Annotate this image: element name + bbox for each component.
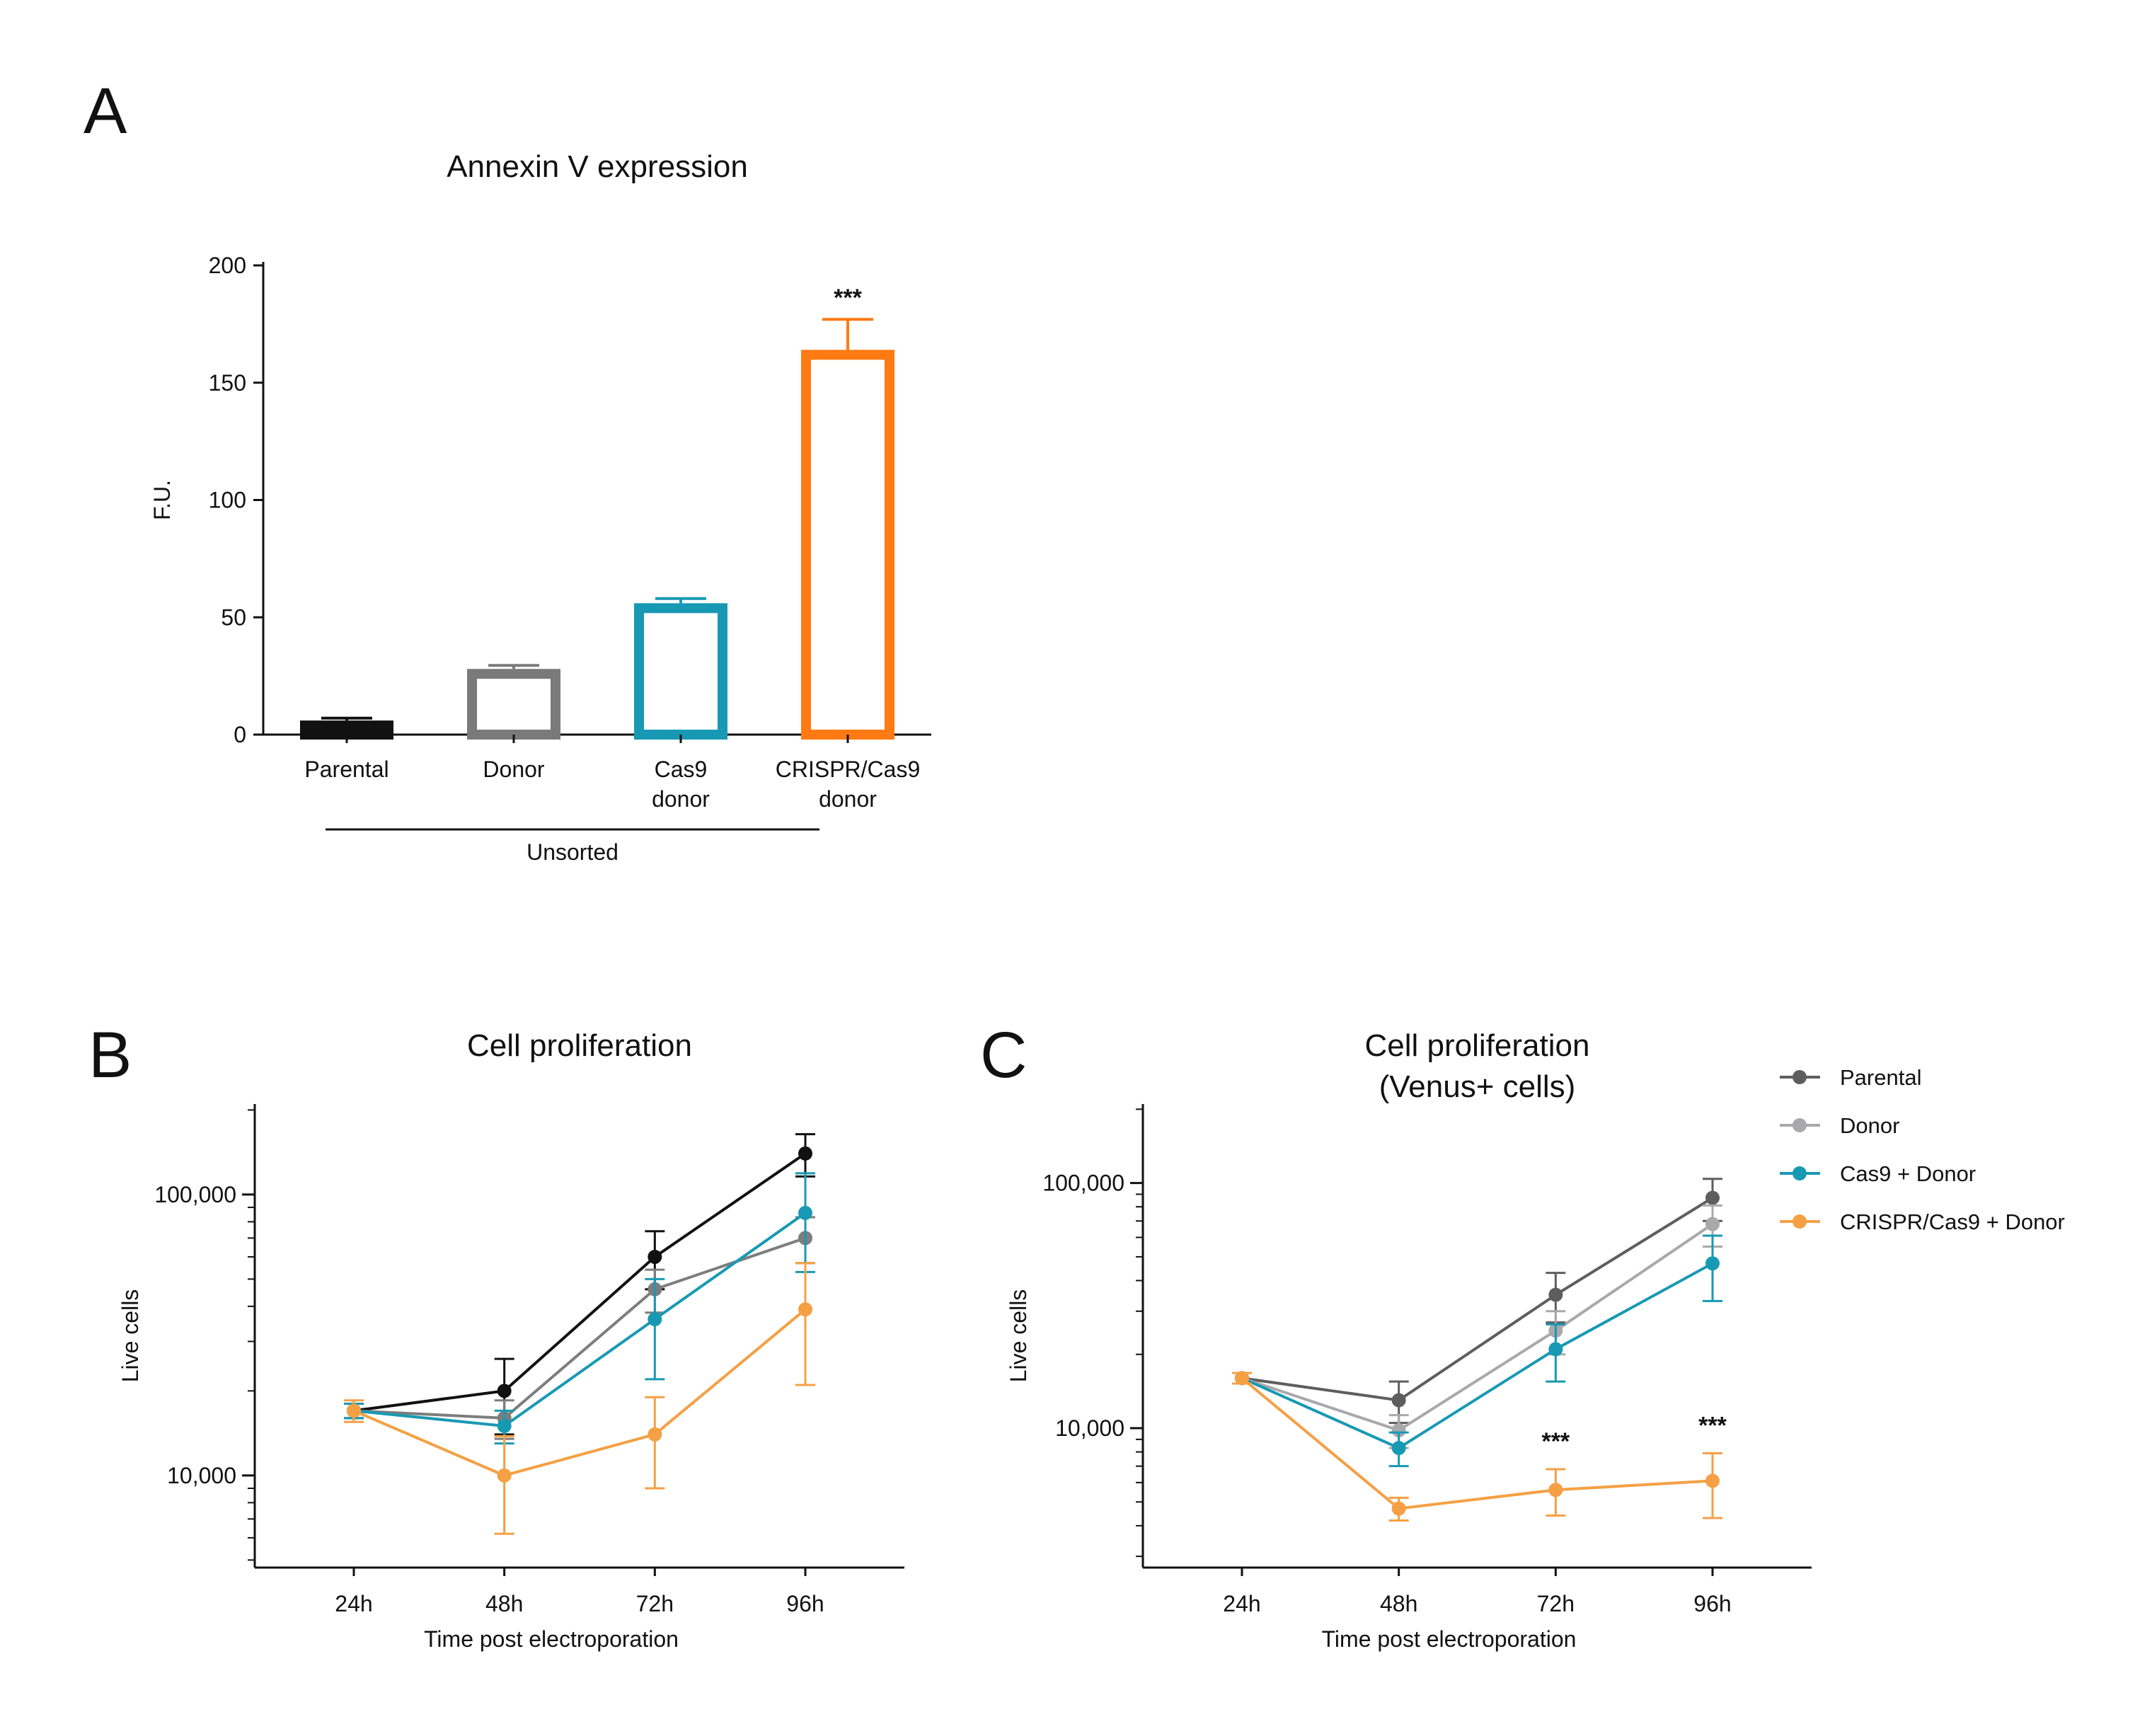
legend-marker: [1793, 1118, 1807, 1132]
data-point: [1705, 1256, 1720, 1271]
x-tick-label: 24h: [1223, 1591, 1260, 1616]
series-donor: [1232, 1204, 1722, 1449]
data-point: [798, 1146, 812, 1161]
cell-proliferation-chart: Cell proliferation 10,000 100,000 24h 48h 72h…: [117, 1028, 904, 1652]
data-point: [1391, 1441, 1406, 1456]
bar: [634, 603, 727, 740]
series-line: [353, 1236, 806, 1420]
x-tick-label: 48h: [1380, 1591, 1417, 1616]
y-tick-label: 0: [234, 722, 246, 747]
significance-marker: ***: [1541, 1428, 1570, 1455]
y-tick-label: 100,000: [154, 1182, 236, 1207]
data-point: [1548, 1342, 1563, 1357]
series-line: [1241, 1262, 1713, 1450]
significance-marker: ***: [1698, 1412, 1727, 1439]
series-crispr-cas9-donor: [344, 1262, 815, 1535]
data-point: [1391, 1393, 1406, 1408]
data-point: [1705, 1473, 1720, 1488]
x-tick-label: 72h: [1537, 1591, 1575, 1616]
data-point: [798, 1302, 812, 1317]
legend: Parental Donor Cas9 + Donor CRISPR/Cas9 + D…: [1780, 1065, 2065, 1234]
series-line: [1241, 1376, 1713, 1510]
y-axis-title: F.U.: [149, 480, 175, 520]
legend-label: Parental: [1840, 1065, 1921, 1090]
series-parental: [1232, 1178, 1722, 1425]
category-label: Donor: [483, 757, 545, 782]
data-point: [648, 1249, 662, 1264]
data-point: [1391, 1423, 1406, 1438]
panel-label-c: C: [980, 1019, 1027, 1091]
data-point: [1705, 1190, 1720, 1205]
series-cas9-donor: [1232, 1234, 1722, 1468]
legend-label: Cas9 + Donor: [1840, 1161, 1976, 1186]
x-tick-label: 24h: [335, 1591, 372, 1616]
legend-label: CRISPR/Cas9 + Donor: [1840, 1209, 2065, 1234]
chart-title: Annexin V expression: [447, 149, 748, 184]
venus-cell-proliferation-chart: Cell proliferation (Venus+ cells) 10,000 10…: [1006, 1028, 1812, 1652]
data-point: [1235, 1371, 1249, 1386]
legend-marker: [1793, 1070, 1807, 1084]
data-point: [1705, 1217, 1720, 1231]
y-tick-label: 50: [221, 604, 246, 630]
significance-marker: ***: [834, 284, 862, 311]
data-point: [1548, 1287, 1563, 1302]
y-tick-label: 10,000: [167, 1463, 236, 1488]
y-tick-label: 150: [209, 370, 246, 396]
data-point: [347, 1403, 361, 1418]
y-axis-title: Live cells: [117, 1289, 143, 1383]
legend-label: Donor: [1840, 1113, 1899, 1138]
y-tick-label: 200: [209, 253, 246, 278]
x-tick-label: 48h: [485, 1591, 523, 1616]
x-tick-label: 72h: [636, 1591, 674, 1616]
series-line: [1241, 1222, 1714, 1432]
panel-label-b: B: [88, 1019, 132, 1091]
series-line: [353, 1152, 807, 1413]
annexin-bar-chart: Annexin V expression 0 50 100 150 200 F.U. Pare…: [149, 149, 931, 865]
data-point: [497, 1468, 512, 1483]
bar: [467, 669, 560, 740]
group-label: Unsorted: [527, 839, 618, 865]
series-crispr-cas9-donor: [1232, 1371, 1722, 1522]
category-label: CRISPR/Cas9: [776, 757, 921, 782]
series-line: [1241, 1196, 1714, 1402]
y-axis-title: Live cells: [1006, 1289, 1031, 1383]
data-point: [648, 1312, 662, 1327]
series-parental: [344, 1133, 815, 1436]
data-point: [1391, 1501, 1406, 1516]
chart-title: Cell proliferation: [1365, 1028, 1590, 1063]
x-tick-label: 96h: [786, 1591, 824, 1616]
x-tick-label: 96h: [1693, 1591, 1731, 1616]
series-donor: [344, 1216, 815, 1440]
bar: [801, 350, 894, 740]
panel-label-a: A: [84, 75, 127, 147]
x-axis-title: Time post electroporation: [424, 1626, 679, 1652]
legend-marker: [1793, 1214, 1807, 1229]
series-line: [353, 1212, 807, 1428]
y-tick-label: 10,000: [1055, 1415, 1124, 1441]
y-tick-label: 100,000: [1042, 1171, 1124, 1196]
data-point: [497, 1418, 512, 1433]
y-tick-label: 100: [209, 488, 246, 513]
x-axis-title: Time post electroporation: [1322, 1626, 1577, 1652]
data-point: [497, 1384, 512, 1398]
data-point: [1548, 1483, 1563, 1498]
bar: [300, 720, 393, 740]
category-label: donor: [652, 786, 710, 812]
data-point: [648, 1427, 662, 1442]
chart-title: Cell proliferation: [467, 1028, 692, 1063]
category-label: donor: [819, 786, 877, 812]
category-label: Parental: [304, 757, 389, 782]
chart-subtitle: (Venus+ cells): [1379, 1069, 1576, 1104]
category-label: Cas9: [655, 757, 708, 782]
data-point: [798, 1205, 812, 1220]
legend-marker: [1793, 1166, 1807, 1180]
series-line: [353, 1308, 807, 1477]
